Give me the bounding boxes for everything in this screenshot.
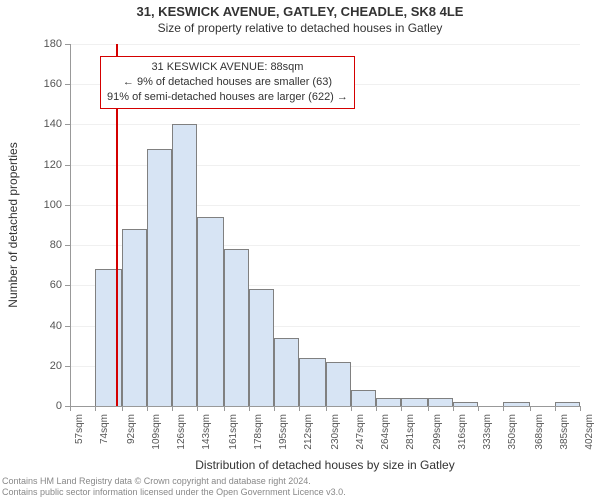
y-axis-label: Number of detached properties — [6, 142, 20, 307]
histogram-bar — [172, 124, 197, 406]
footer: Contains HM Land Registry data © Crown c… — [2, 476, 598, 499]
x-tick-label: 402sqm — [584, 414, 595, 450]
title-line1: 31, KESWICK AVENUE, GATLEY, CHEADLE, SK8… — [0, 4, 600, 19]
histogram-bar — [376, 398, 401, 406]
histogram-bar — [299, 358, 326, 406]
annotation-line: 31 KESWICK AVENUE: 88sqm — [107, 60, 348, 75]
x-tick-label: 333sqm — [482, 414, 493, 450]
footer-line2: Contains public sector information licen… — [2, 487, 598, 498]
histogram-bar — [197, 217, 224, 406]
x-tick-label: 247sqm — [355, 414, 366, 450]
x-tick-label: 368sqm — [534, 414, 545, 450]
x-tick-label: 74sqm — [99, 414, 110, 444]
x-tick-label: 281sqm — [405, 414, 416, 450]
y-tick-label: 140 — [32, 118, 62, 130]
x-tick-label: 57sqm — [74, 414, 85, 444]
chart-container: 31, KESWICK AVENUE, GATLEY, CHEADLE, SK8… — [0, 0, 600, 500]
x-tick-label: 126sqm — [176, 414, 187, 450]
x-tick-label: 212sqm — [303, 414, 314, 450]
x-tick-label: 195sqm — [278, 414, 289, 450]
y-tick-label: 80 — [32, 239, 62, 251]
title-line2: Size of property relative to detached ho… — [0, 21, 600, 35]
y-tick-label: 160 — [32, 78, 62, 90]
histogram-bar — [401, 398, 428, 406]
x-tick-label: 264sqm — [380, 414, 391, 450]
y-tick-label: 20 — [32, 360, 62, 372]
histogram-bar — [249, 289, 274, 406]
annotation-box: 31 KESWICK AVENUE: 88sqm← 9% of detached… — [100, 56, 355, 109]
histogram-bar — [351, 390, 376, 406]
x-tick-label: 161sqm — [228, 414, 239, 450]
histogram-bar — [122, 229, 147, 406]
x-tick-label: 316sqm — [457, 414, 468, 450]
histogram-bar — [147, 149, 172, 406]
y-tick-label: 120 — [32, 159, 62, 171]
x-tick-label: 299sqm — [432, 414, 443, 450]
y-tick-label: 60 — [32, 279, 62, 291]
title-block: 31, KESWICK AVENUE, GATLEY, CHEADLE, SK8… — [0, 4, 600, 35]
x-tick-label: 143sqm — [201, 414, 212, 450]
plot-area: 31 KESWICK AVENUE: 88sqm← 9% of detached… — [70, 44, 580, 406]
histogram-bar — [224, 249, 249, 406]
y-tick-label: 100 — [32, 199, 62, 211]
x-tick-label: 109sqm — [151, 414, 162, 450]
x-tick — [580, 406, 581, 411]
grid-line — [70, 124, 580, 125]
y-tick-label: 0 — [32, 400, 62, 412]
y-axis-line — [70, 44, 71, 406]
histogram-bar — [274, 338, 299, 406]
footer-line1: Contains HM Land Registry data © Crown c… — [2, 476, 598, 487]
x-tick-label: 385sqm — [559, 414, 570, 450]
x-tick-label: 178sqm — [253, 414, 264, 450]
x-axis-line — [70, 406, 580, 407]
grid-line — [70, 44, 580, 45]
histogram-bar — [326, 362, 351, 406]
histogram-bar — [428, 398, 453, 406]
x-tick-label: 230sqm — [330, 414, 341, 450]
x-axis-label: Distribution of detached houses by size … — [70, 458, 580, 472]
annotation-line: 91% of semi-detached houses are larger (… — [107, 90, 348, 105]
x-tick-label: 350sqm — [507, 414, 518, 450]
annotation-line: ← 9% of detached houses are smaller (63) — [107, 75, 348, 90]
y-tick-label: 40 — [32, 320, 62, 332]
y-tick-label: 180 — [32, 38, 62, 50]
x-tick-label: 92sqm — [126, 414, 137, 444]
